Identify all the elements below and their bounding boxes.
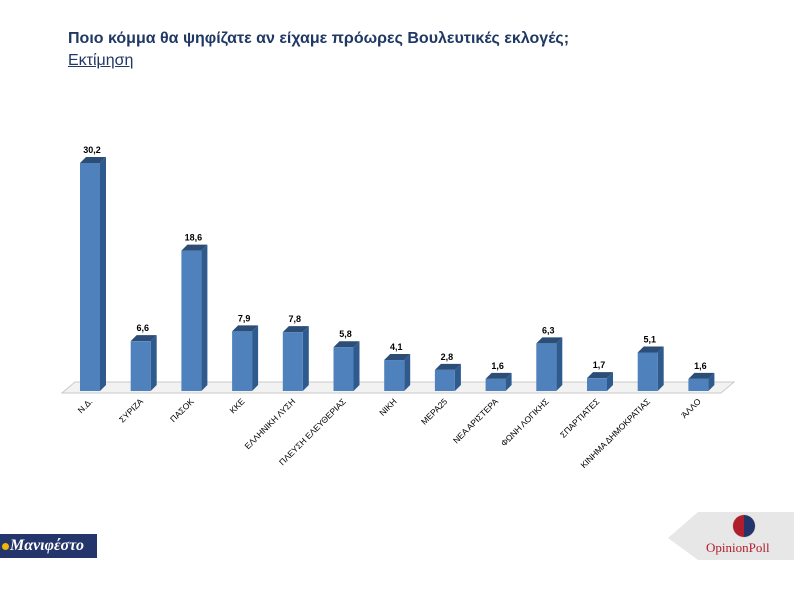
bar-6 bbox=[333, 341, 360, 391]
value-label: 6,6 bbox=[136, 323, 149, 333]
bar-top bbox=[384, 354, 411, 361]
bar-front bbox=[181, 250, 202, 391]
bar-top bbox=[637, 346, 664, 353]
bar-side bbox=[252, 325, 259, 391]
bar-top bbox=[688, 372, 715, 379]
category-label-νικη: ΝΙΚΗ bbox=[377, 396, 398, 417]
category-label-σπαρτιατες: ΣΠΑΡΤΙΑΤΕΣ bbox=[558, 396, 601, 439]
bar-5 bbox=[282, 326, 309, 391]
manifesto-logo-text: Μανιφέστο bbox=[10, 537, 85, 554]
opinion-poll-logo-text: OpinionPoll bbox=[706, 540, 770, 556]
bar-front bbox=[688, 378, 709, 391]
bar-3 bbox=[181, 244, 208, 391]
value-label: 4,1 bbox=[390, 342, 403, 352]
bar-side bbox=[556, 337, 563, 391]
value-label: 30,2 bbox=[83, 145, 101, 155]
category-label-φωνη-λογικης: ΦΩΝΗ ΛΟΓΙΚΗΣ bbox=[499, 396, 551, 448]
bar-9 bbox=[485, 372, 512, 391]
bar-side bbox=[201, 244, 208, 391]
bar-front bbox=[434, 369, 455, 391]
bar-8 bbox=[434, 363, 461, 391]
bar-7 bbox=[384, 354, 411, 391]
value-label: 1,7 bbox=[593, 360, 606, 370]
bar-front bbox=[333, 347, 354, 391]
bar-top bbox=[587, 372, 613, 379]
category-label-κκε: ΚΚΕ bbox=[227, 396, 246, 415]
bar-top bbox=[181, 244, 208, 251]
bar-side bbox=[657, 346, 664, 391]
opinion-poll-logo-shape bbox=[668, 512, 794, 560]
bar-side bbox=[100, 157, 106, 391]
bar-top bbox=[434, 363, 461, 370]
bar-top bbox=[485, 372, 512, 379]
bar-13 bbox=[688, 372, 715, 391]
value-label: 2,8 bbox=[441, 352, 454, 362]
bar-front bbox=[130, 341, 151, 391]
bar-top bbox=[130, 335, 157, 342]
category-label-πασοκ: ΠΑΣΟΚ bbox=[168, 396, 196, 424]
opinion-text: Opinion bbox=[706, 540, 749, 555]
bar-front bbox=[587, 378, 607, 391]
category-label-μερα25: ΜΕΡΑ25 bbox=[419, 396, 450, 427]
bar-4 bbox=[232, 325, 259, 391]
bar-top bbox=[80, 157, 106, 163]
bar-side bbox=[708, 372, 715, 391]
bar-top bbox=[536, 337, 563, 344]
bar-1 bbox=[80, 157, 106, 391]
bar-side bbox=[150, 335, 157, 391]
bar-side bbox=[505, 372, 512, 391]
bar-front bbox=[80, 163, 100, 391]
category-label-νεα-αριστερα: ΝΕΑ ΑΡΙΣΤΕΡΑ bbox=[451, 396, 500, 445]
value-label: 7,9 bbox=[238, 313, 251, 323]
category-label-ν-δ: Ν.Δ. bbox=[76, 396, 95, 415]
bar-top bbox=[232, 325, 259, 332]
bar-10 bbox=[536, 337, 563, 391]
bar-front bbox=[536, 343, 557, 391]
value-label: 1,6 bbox=[491, 361, 504, 371]
logo-dot-icon bbox=[2, 542, 9, 550]
value-label: 5,1 bbox=[643, 334, 656, 344]
bars-group bbox=[80, 157, 715, 391]
bar-front bbox=[384, 360, 405, 391]
bar-2 bbox=[130, 335, 157, 391]
category-label-άλλο: ΆΛΛΟ bbox=[679, 396, 703, 420]
bar-front bbox=[637, 352, 658, 391]
value-labels-group: 30,2 6,6 18,6 7,9 7,8 5,8 4,1 2,8 1,6 6,3 1,7 5,1 1,… bbox=[83, 145, 706, 371]
bar-top bbox=[282, 326, 309, 333]
category-label-συριζα: ΣΥΡΙΖΑ bbox=[117, 396, 145, 424]
bar-12 bbox=[637, 346, 664, 391]
bar-top bbox=[333, 341, 360, 348]
bar-front bbox=[485, 378, 506, 391]
bar-front bbox=[282, 332, 303, 391]
bar-side bbox=[404, 354, 411, 391]
category-label-ελληνικη-λυση: ΕΛΛΗΝΙΚΗ ΛΥΣΗ bbox=[242, 396, 297, 451]
chart-subtitle: Εκτίμηση bbox=[68, 52, 134, 69]
manifesto-logo: Μανιφέστο bbox=[0, 534, 97, 558]
value-label: 6,3 bbox=[542, 325, 555, 335]
poll-text: Poll bbox=[748, 540, 770, 555]
value-label: 1,6 bbox=[694, 361, 707, 371]
bar-side bbox=[302, 326, 309, 391]
bar-side bbox=[353, 341, 360, 391]
bar-side bbox=[454, 363, 461, 391]
value-label: 7,8 bbox=[289, 314, 302, 324]
bar-side bbox=[607, 372, 613, 391]
chart-title: Ποιο κόμμα θα ψηφίζατε αν είχαμε πρόωρες… bbox=[68, 30, 570, 47]
value-label: 18,6 bbox=[185, 233, 203, 243]
value-label: 5,8 bbox=[339, 329, 352, 339]
bar-front bbox=[232, 331, 253, 391]
bar-11 bbox=[587, 372, 613, 391]
